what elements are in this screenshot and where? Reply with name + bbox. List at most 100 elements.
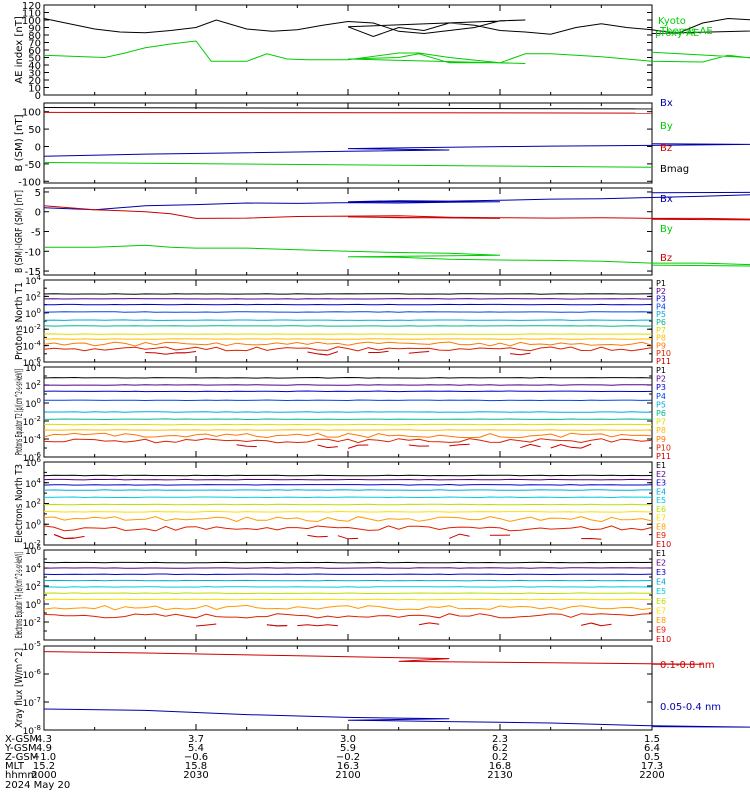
y-tick-label: 10-7 [23,696,41,709]
legend-label: Bx [660,194,673,205]
series-line-e1 [43,561,653,564]
orbit-value: 5.4 [188,743,204,754]
legend-label: E9 [656,531,666,540]
legend-label: 0.1-0.8 nm [660,660,715,671]
y-tick-label: 100 [22,108,41,119]
series-line-e10 [53,534,75,540]
y-tick-label: 100 [25,598,41,611]
series-line-p11 [175,351,197,354]
orbit-value: −1.0 [32,752,56,763]
y-tick-label: -50 [25,160,41,171]
series-line-e10 [297,624,318,627]
series-line-p8 [43,338,653,340]
panel-frame [43,549,653,641]
panel-frame [43,102,653,184]
series-line-e5 [44,586,653,588]
y-tick-label: 50 [28,54,41,65]
y-axis-label: AE index [nT] [14,16,25,84]
series-line-themis-ae [43,17,750,38]
orbit-value: 6.4 [644,743,660,754]
legend-label: 0.05-0.4 nm [660,702,721,713]
orbit-value: 3.7 [188,734,204,745]
y-tick-label: 102 [25,580,41,593]
y-tick-label: 104 [25,361,41,374]
y-tick-label: 100 [25,397,41,410]
y-axis-label: Electrons North T3 [14,464,25,543]
y-tick-label: 102 [25,290,41,303]
orbit-row-label: hhmm [5,770,37,781]
series-line-p6 [43,418,653,421]
panel-frame [43,279,653,363]
series-line-bmag [43,107,653,110]
orbit-value: 2030 [183,770,208,781]
y-tick-label: 104 [25,274,41,287]
y-tick-label: -5 [31,228,41,239]
y-axis-label: Protons Equator T2 [p/(cm^2-s-sr-keV)] [14,369,25,455]
series-line-by [44,244,750,267]
orbit-value: 16.3 [337,761,359,772]
legend-label: P11 [656,357,671,366]
legend-label: Bz [660,143,672,154]
legend-label: P7 [656,418,666,427]
panel-3: -15 -10 -5 0 5 B (SM)-IGRF (SM) [nT] Bx By Bz [14,187,750,278]
series-line-p1 [43,293,653,295]
y-axis-label: Electrons Equator T4 [e/(cm^2-s-sr-keV)] [14,552,25,638]
legend-label: E4 [656,487,666,496]
series-line-p5 [43,411,653,413]
orbit-value: 2200 [639,770,664,781]
y-tick-label: 40 [28,61,41,72]
y-tick-label: 110 [22,9,41,20]
legend-label: Bx [660,98,673,109]
legend-label: E1 [656,461,666,470]
y-tick-label: 120 [22,1,41,12]
orbit-value: 2.3 [492,734,508,745]
y-tick-label: 30 [28,69,41,80]
series-line-p11 [570,443,592,449]
orbit-value: 16.8 [489,761,511,772]
panel-frame [43,187,653,276]
orbit-value: 2000 [31,770,56,781]
y-tick-label: 106 [25,456,41,469]
legend-label: E4 [656,578,666,587]
series-line-p9 [43,432,653,439]
y-tick-label: 10-5 [23,640,41,653]
series-line-e5 [43,496,653,499]
legend-label: proxy AE [655,28,699,39]
series-line-p10 [43,346,653,352]
series-line-p3 [43,390,653,393]
y-tick-label: 10-2 [23,616,41,629]
legend-label: By [660,224,673,235]
orbit-value: 17.3 [641,761,663,772]
y-tick-label: 106 [25,544,41,557]
legend-label: P3 [656,295,666,304]
legend-label: E10 [656,540,671,549]
series-line-e7 [43,598,653,601]
orbit-value: 0.5 [644,752,660,763]
orbit-value: 4.9 [36,743,52,754]
legend-label: E7 [656,606,666,615]
legend-label: E2 [656,559,666,568]
y-tick-label: 0 [35,208,41,219]
orbit-value: 5.9 [340,743,356,754]
legend-label: Kyoto [658,16,686,27]
legend-label: E3 [656,479,666,488]
orbit-row-label: Z-GSM [5,752,38,763]
y-tick-label: 100 [25,518,41,531]
series-line-e6 [43,503,653,506]
legend-label: E10 [656,635,671,644]
y-tick-label: 10-6 [23,356,42,369]
orbit-value: 2100 [335,770,360,781]
series-line-p8 [43,429,653,431]
legend-label: P6 [656,409,666,418]
series-line-e8 [43,516,653,523]
series-line-p11 [550,444,572,449]
orbit-value: 15.2 [33,761,55,772]
series-line-e10 [581,537,602,540]
y-tick-label: 102 [25,379,41,392]
orbit-row-label: Y-GSM [4,743,37,754]
